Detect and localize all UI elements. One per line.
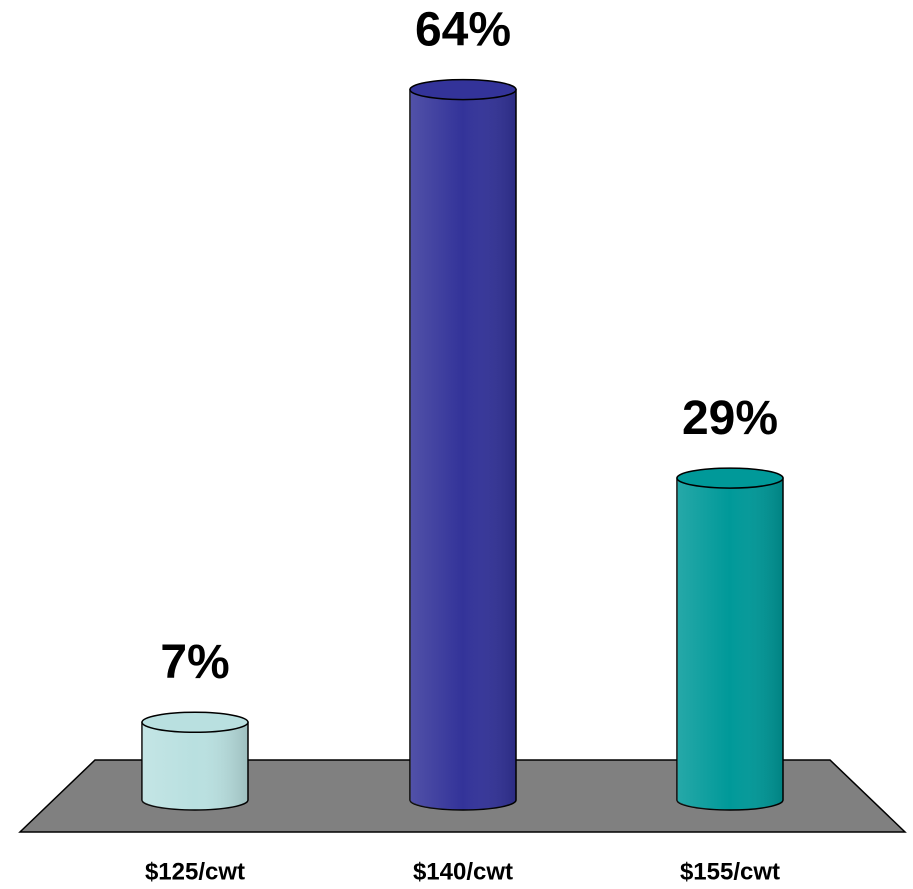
bar-top bbox=[141, 711, 249, 734]
bar-shade bbox=[142, 722, 248, 810]
bar-shade bbox=[410, 89, 516, 811]
bar-shade bbox=[677, 478, 783, 810]
bar-top bbox=[676, 467, 784, 489]
value-label: 7% bbox=[160, 636, 229, 689]
value-label: 29% bbox=[682, 392, 778, 445]
bar-top bbox=[409, 78, 517, 101]
x-tick-label: $140/cwt bbox=[413, 858, 513, 885]
x-tick-label: $155/cwt bbox=[680, 858, 780, 885]
x-tick-label: $125/cwt bbox=[145, 858, 245, 885]
value-label: 64% bbox=[415, 3, 511, 56]
